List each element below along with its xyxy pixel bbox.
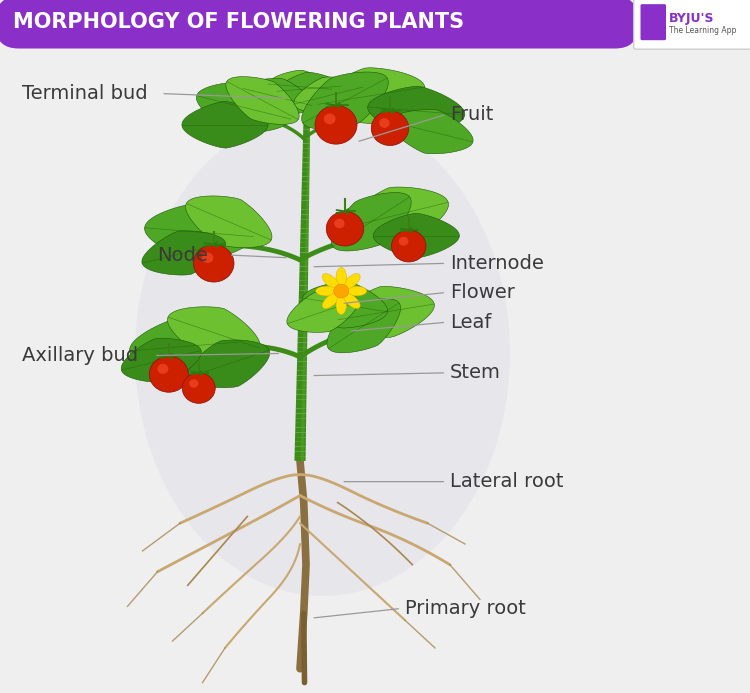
Polygon shape — [389, 109, 473, 154]
Ellipse shape — [316, 286, 337, 296]
Polygon shape — [278, 72, 340, 105]
Text: Axillary bud: Axillary bud — [22, 346, 139, 365]
Circle shape — [149, 356, 188, 392]
Text: Fruit: Fruit — [450, 105, 494, 124]
Circle shape — [315, 105, 357, 144]
Polygon shape — [374, 213, 459, 258]
Polygon shape — [226, 77, 299, 124]
Ellipse shape — [344, 274, 360, 289]
Polygon shape — [368, 86, 465, 135]
FancyBboxPatch shape — [634, 0, 750, 49]
Text: Lateral root: Lateral root — [450, 472, 563, 491]
Circle shape — [399, 237, 409, 246]
Circle shape — [334, 284, 349, 298]
Ellipse shape — [322, 293, 339, 308]
Polygon shape — [302, 72, 388, 129]
Polygon shape — [286, 291, 358, 333]
Ellipse shape — [336, 295, 346, 315]
Polygon shape — [188, 340, 270, 387]
Circle shape — [326, 211, 364, 246]
Circle shape — [371, 111, 409, 146]
Text: BYJU'S: BYJU'S — [669, 12, 715, 24]
Ellipse shape — [135, 111, 510, 596]
Text: MORPHOLOGY OF FLOWERING PLANTS: MORPHOLOGY OF FLOWERING PLANTS — [13, 12, 464, 32]
Text: Stem: Stem — [450, 363, 501, 383]
Polygon shape — [167, 307, 260, 358]
Text: Leaf: Leaf — [450, 313, 491, 332]
Polygon shape — [130, 317, 238, 376]
Text: Flower: Flower — [450, 283, 514, 302]
Polygon shape — [185, 196, 272, 247]
Ellipse shape — [346, 286, 367, 296]
Polygon shape — [346, 187, 448, 243]
Circle shape — [158, 364, 168, 374]
Circle shape — [202, 252, 213, 263]
Polygon shape — [332, 193, 411, 251]
Circle shape — [334, 219, 344, 229]
Polygon shape — [122, 338, 201, 383]
Polygon shape — [302, 282, 388, 328]
Text: Node: Node — [158, 245, 209, 265]
Text: Terminal bud: Terminal bud — [22, 84, 148, 103]
Ellipse shape — [322, 274, 339, 289]
Text: Internode: Internode — [450, 254, 544, 273]
Polygon shape — [294, 77, 363, 114]
FancyBboxPatch shape — [640, 4, 666, 40]
Circle shape — [189, 379, 199, 388]
Ellipse shape — [344, 293, 360, 308]
Polygon shape — [268, 70, 332, 103]
Circle shape — [380, 119, 390, 128]
Ellipse shape — [336, 267, 346, 287]
Circle shape — [324, 114, 335, 124]
FancyBboxPatch shape — [0, 0, 638, 49]
Polygon shape — [196, 82, 291, 133]
Circle shape — [392, 230, 426, 262]
Polygon shape — [317, 68, 425, 123]
Polygon shape — [142, 231, 226, 275]
Polygon shape — [145, 203, 253, 261]
Text: Primary root: Primary root — [405, 599, 526, 618]
Polygon shape — [243, 78, 312, 116]
Polygon shape — [182, 101, 268, 148]
Circle shape — [194, 245, 234, 282]
Text: The Learning App: The Learning App — [669, 26, 736, 35]
Polygon shape — [327, 299, 400, 353]
Polygon shape — [338, 286, 434, 337]
Circle shape — [182, 373, 215, 403]
